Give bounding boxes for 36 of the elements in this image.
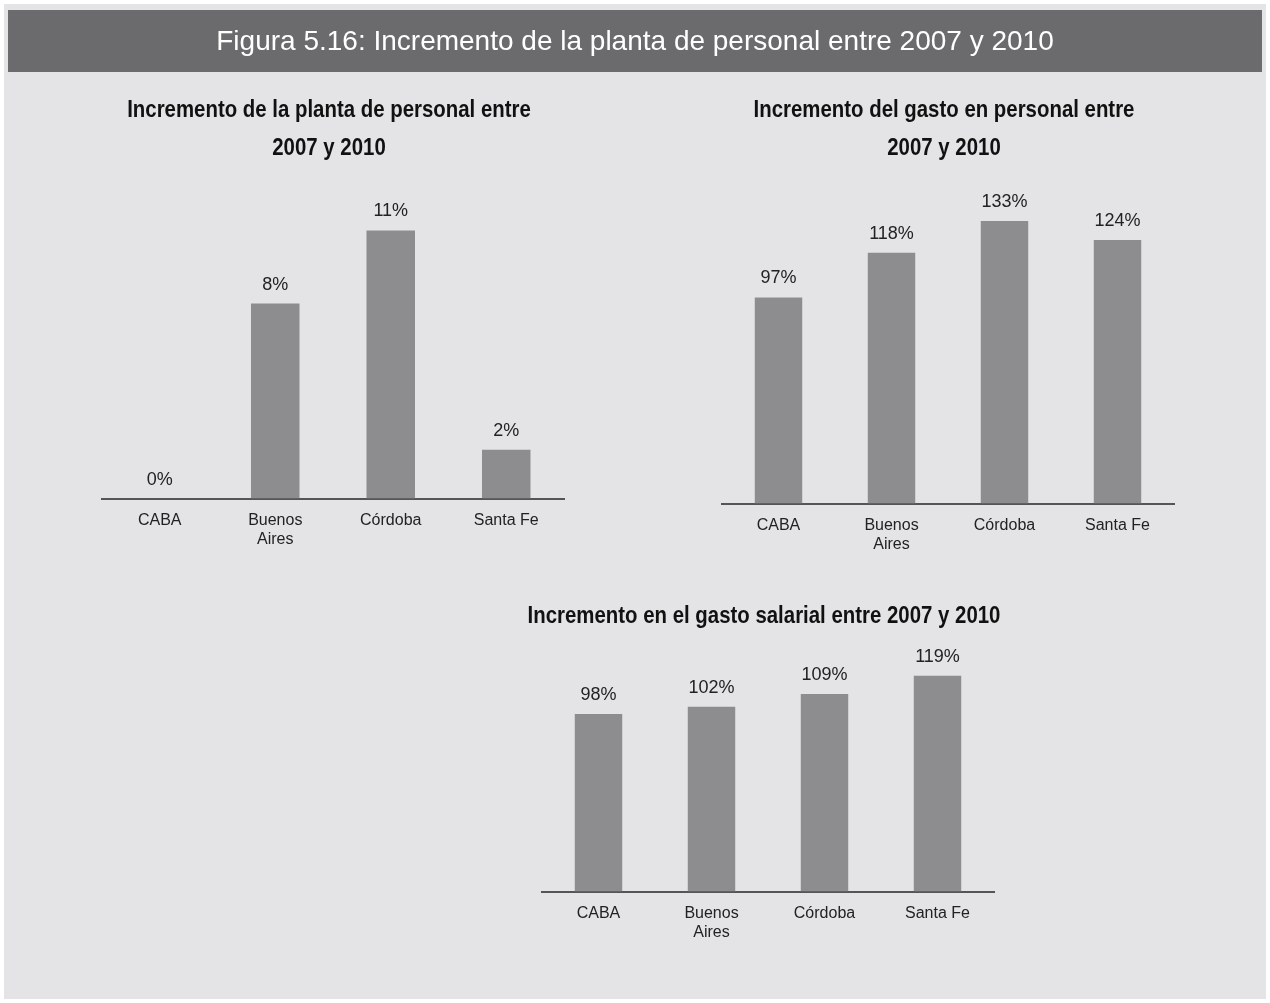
bar (687, 706, 736, 892)
data-label: 97% (760, 267, 797, 288)
bar (913, 675, 962, 892)
x-tick-label: CABA (137, 510, 182, 528)
bar (1093, 240, 1142, 504)
data-label: 11% (373, 200, 409, 221)
x-tick-label: Buenos Aires (684, 903, 739, 940)
data-label: 8% (262, 273, 289, 294)
chart-title: Incremento en el gasto salarial entre 2007 y 2010 (526, 600, 1002, 630)
x-tick-label: Buenos Aires (248, 510, 303, 547)
x-tick-label: CABA (576, 903, 621, 921)
data-label: 133% (981, 190, 1028, 211)
bar (574, 713, 623, 892)
chart-title: Incremento del gasto en personal entre 2007 y 2010 (752, 94, 1136, 162)
bar (867, 252, 916, 504)
x-tick-label: Córdoba (793, 903, 856, 921)
data-label: 98% (580, 683, 617, 704)
x-tick-label: Córdoba (973, 515, 1036, 533)
bar (800, 693, 849, 892)
x-tick-label: Santa Fe (905, 903, 971, 921)
text: Figura 5.16: Incremento de la planta de personal entre 2007 y 2010 (8, 10, 1262, 72)
data-label: 0% (146, 468, 173, 489)
data-label: 2% (493, 419, 520, 440)
x-tick-label: Santa Fe (1085, 515, 1151, 533)
x-tick-label: CABA (756, 515, 801, 533)
x-tick-label: Córdoba (360, 510, 422, 528)
data-label: 119% (915, 645, 960, 666)
data-label: 124% (1094, 209, 1141, 230)
data-label: 109% (801, 663, 848, 684)
x-tick-label: Santa Fe (473, 510, 539, 528)
bar (754, 297, 803, 504)
data-label: 118% (869, 222, 914, 243)
chart-title: Incremento de la planta de personal entre 2007 y 2010 (126, 94, 532, 162)
x-tick-label: Buenos Aires (864, 515, 919, 552)
data-label: 102% (688, 676, 735, 697)
bar (980, 220, 1029, 504)
